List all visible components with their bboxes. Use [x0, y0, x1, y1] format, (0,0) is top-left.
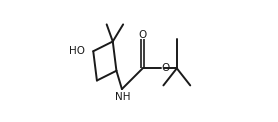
Text: NH: NH [115, 92, 130, 102]
Text: O: O [138, 30, 147, 40]
Text: HO: HO [69, 46, 85, 56]
Text: O: O [162, 63, 170, 73]
